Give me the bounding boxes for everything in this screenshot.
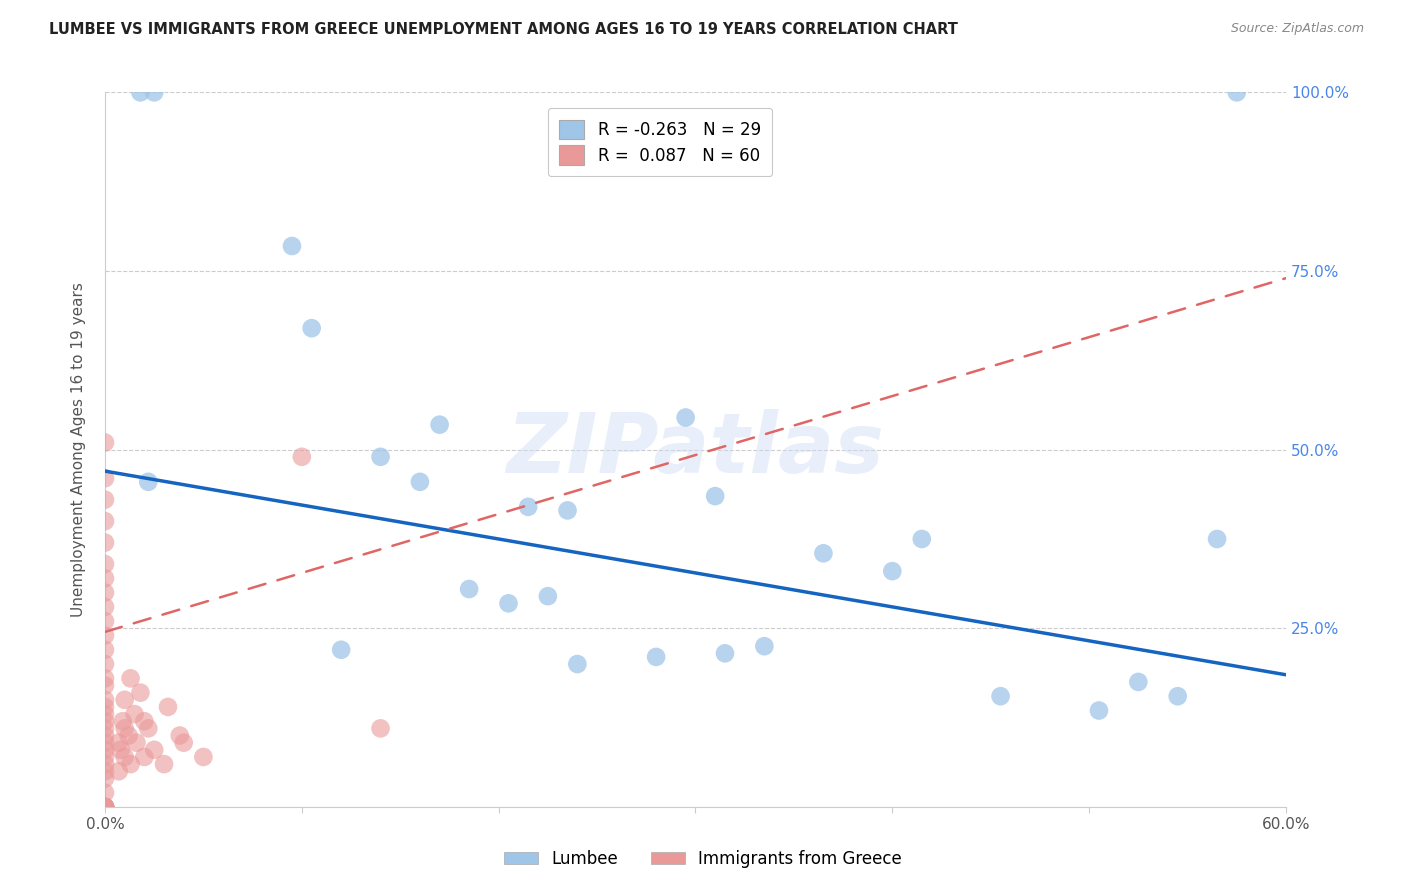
- Point: [94, 757, 117, 772]
- Point: [143, 743, 166, 757]
- Point: [169, 729, 191, 743]
- Point: [537, 589, 560, 603]
- Point: [645, 649, 668, 664]
- Point: [94, 800, 117, 814]
- Point: [120, 671, 142, 685]
- Point: [134, 750, 156, 764]
- Point: [704, 489, 727, 503]
- Point: [291, 450, 314, 464]
- Text: ZIPatlas: ZIPatlas: [506, 409, 884, 491]
- Legend: R = -0.263   N = 29, R =  0.087   N = 60: R = -0.263 N = 29, R = 0.087 N = 60: [548, 108, 772, 177]
- Text: LUMBEE VS IMMIGRANTS FROM GREECE UNEMPLOYMENT AMONG AGES 16 TO 19 YEARS CORRELAT: LUMBEE VS IMMIGRANTS FROM GREECE UNEMPLO…: [49, 22, 957, 37]
- Point: [813, 546, 835, 560]
- Point: [120, 757, 142, 772]
- Point: [94, 800, 117, 814]
- Legend: Lumbee, Immigrants from Greece: Lumbee, Immigrants from Greece: [498, 844, 908, 875]
- Point: [498, 596, 520, 610]
- Point: [117, 729, 139, 743]
- Point: [94, 671, 117, 685]
- Point: [94, 736, 117, 750]
- Point: [125, 736, 148, 750]
- Point: [107, 764, 129, 779]
- Point: [114, 722, 136, 736]
- Point: [94, 714, 117, 729]
- Point: [134, 714, 156, 729]
- Point: [94, 729, 117, 743]
- Point: [675, 410, 697, 425]
- Point: [409, 475, 432, 489]
- Point: [458, 582, 481, 596]
- Point: [94, 614, 117, 628]
- Point: [1088, 704, 1111, 718]
- Point: [124, 707, 146, 722]
- Y-axis label: Unemployment Among Ages 16 to 19 years: Unemployment Among Ages 16 to 19 years: [72, 282, 86, 617]
- Point: [136, 475, 159, 489]
- Point: [129, 686, 152, 700]
- Point: [156, 700, 179, 714]
- Point: [94, 722, 117, 736]
- Point: [714, 646, 737, 660]
- Point: [94, 678, 117, 692]
- Point: [429, 417, 451, 432]
- Point: [94, 514, 117, 528]
- Point: [1167, 690, 1189, 704]
- Point: [754, 639, 776, 653]
- Point: [94, 800, 117, 814]
- Point: [107, 736, 129, 750]
- Point: [94, 492, 117, 507]
- Point: [281, 239, 304, 253]
- Point: [557, 503, 579, 517]
- Point: [153, 757, 176, 772]
- Point: [1128, 674, 1150, 689]
- Point: [94, 772, 117, 786]
- Point: [94, 571, 117, 585]
- Text: Source: ZipAtlas.com: Source: ZipAtlas.com: [1230, 22, 1364, 36]
- Point: [136, 722, 159, 736]
- Point: [94, 800, 117, 814]
- Point: [94, 800, 117, 814]
- Point: [94, 657, 117, 671]
- Point: [94, 707, 117, 722]
- Point: [114, 750, 136, 764]
- Point: [882, 564, 904, 578]
- Point: [129, 86, 152, 100]
- Point: [1206, 532, 1229, 546]
- Point: [94, 800, 117, 814]
- Point: [94, 435, 117, 450]
- Point: [330, 642, 353, 657]
- Point: [193, 750, 215, 764]
- Point: [114, 693, 136, 707]
- Point: [94, 786, 117, 800]
- Point: [94, 764, 117, 779]
- Point: [111, 714, 134, 729]
- Point: [94, 535, 117, 549]
- Point: [94, 800, 117, 814]
- Point: [370, 450, 392, 464]
- Point: [94, 700, 117, 714]
- Point: [143, 86, 166, 100]
- Point: [1226, 86, 1249, 100]
- Point: [94, 800, 117, 814]
- Point: [94, 693, 117, 707]
- Point: [301, 321, 323, 335]
- Point: [94, 642, 117, 657]
- Point: [94, 599, 117, 614]
- Point: [567, 657, 589, 671]
- Point: [94, 750, 117, 764]
- Point: [94, 628, 117, 642]
- Point: [990, 690, 1012, 704]
- Point: [911, 532, 934, 546]
- Point: [110, 743, 132, 757]
- Point: [517, 500, 540, 514]
- Point: [94, 743, 117, 757]
- Point: [173, 736, 195, 750]
- Point: [94, 471, 117, 485]
- Point: [94, 557, 117, 571]
- Point: [370, 722, 392, 736]
- Point: [94, 585, 117, 599]
